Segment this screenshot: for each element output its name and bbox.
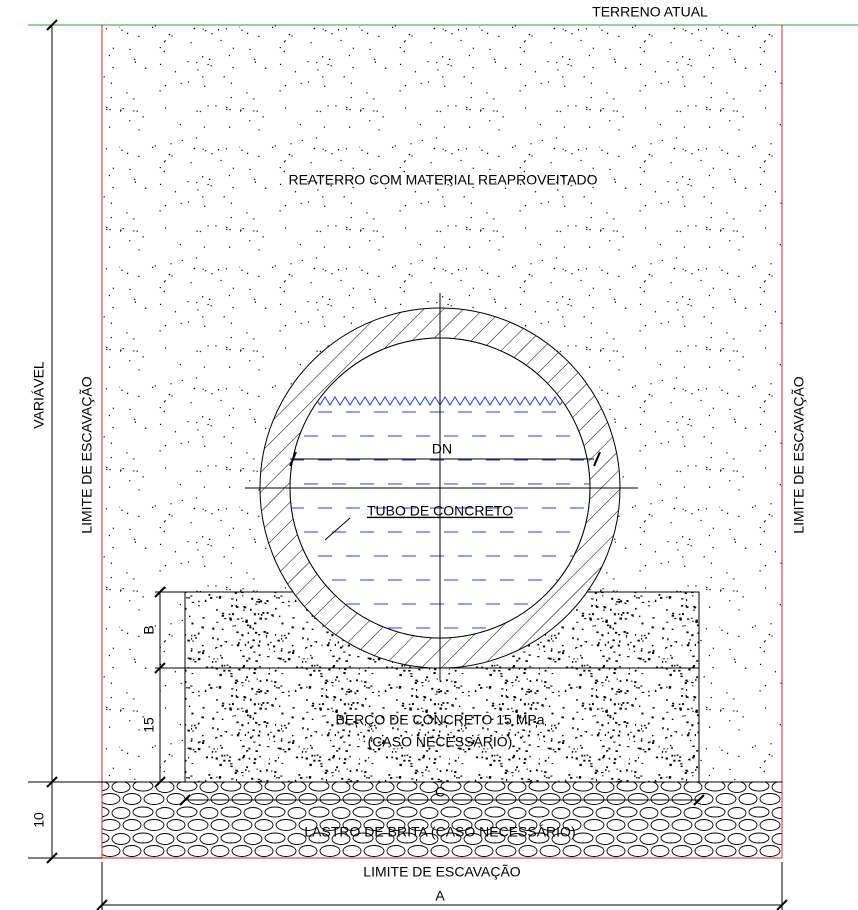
ground-label: TERRENO ATUAL bbox=[592, 4, 708, 20]
bed-height-label: B bbox=[141, 625, 157, 634]
limit-label: LIMITE DE ESCAVAÇÃO bbox=[791, 376, 807, 534]
dimension-ticks bbox=[46, 19, 166, 864]
dimension-ticks bbox=[96, 899, 788, 910]
limit-label: LIMITE DE ESCAVAÇÃO bbox=[79, 376, 95, 534]
dn-ticks bbox=[289, 451, 601, 467]
gravel-thickness-label: 10 bbox=[31, 812, 47, 828]
leader bbox=[324, 517, 351, 541]
bed-thickness-label: 15 bbox=[141, 717, 157, 733]
height-label: VARIÁVEL bbox=[31, 361, 47, 429]
gravel-label: LASTRO DE BRITA (CASO NECESSÁRIO) bbox=[304, 824, 575, 840]
backfill-label: REATERRO COM MATERIAL REAPROVEITADO bbox=[288, 172, 597, 188]
bottom-limit-label: LIMITE DE ESCAVAÇÃO bbox=[363, 864, 521, 880]
gravel-layer bbox=[102, 782, 782, 858]
dimension-ticks bbox=[179, 794, 705, 806]
width-label: A bbox=[435, 888, 445, 904]
pipe-label: TUBO DE CONCRETO bbox=[367, 503, 513, 519]
diameter-label: DN bbox=[432, 441, 452, 457]
bed-label: (CASO NECESSÁRIO) bbox=[368, 734, 513, 750]
clearance-label: C bbox=[435, 784, 445, 800]
bed-label: BERÇO DE CONCRETO 15 MPa bbox=[335, 712, 544, 728]
